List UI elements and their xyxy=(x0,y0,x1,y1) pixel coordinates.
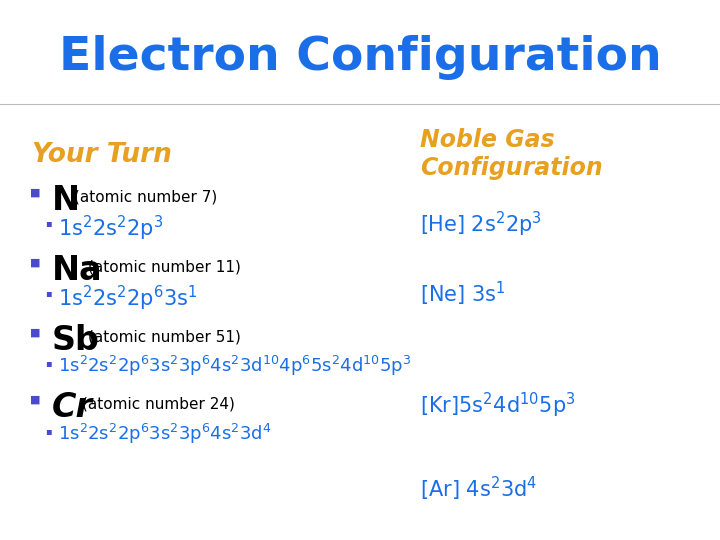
Text: ▪: ▪ xyxy=(45,218,52,228)
Text: Na: Na xyxy=(52,254,103,287)
Text: (atomic number 51): (atomic number 51) xyxy=(88,330,241,345)
Text: $\mathregular{[He]\ 2s^{2}2p^{3}}$: $\mathregular{[He]\ 2s^{2}2p^{3}}$ xyxy=(420,210,542,239)
Text: $\mathregular{[Ne]\ 3s^{1}}$: $\mathregular{[Ne]\ 3s^{1}}$ xyxy=(420,280,505,308)
Text: ■: ■ xyxy=(30,258,40,268)
Text: ▪: ▪ xyxy=(45,288,52,298)
Text: ■: ■ xyxy=(30,328,40,338)
Text: $\mathregular{1s^{2}2s^{2}2p^{6}3s^{2}3p^{6}4s^{2}3d^{10}4p^{6}5s^{2}4d^{10}5p^{: $\mathregular{1s^{2}2s^{2}2p^{6}3s^{2}3p… xyxy=(58,354,412,378)
Text: N: N xyxy=(52,184,80,217)
Text: Sb: Sb xyxy=(52,324,100,357)
Text: (atomic number 7): (atomic number 7) xyxy=(74,190,217,205)
Text: $\mathregular{[Kr]5s^{2}4d^{10}5p^{3}}$: $\mathregular{[Kr]5s^{2}4d^{10}5p^{3}}$ xyxy=(420,391,575,420)
Text: (atomic number 24): (atomic number 24) xyxy=(82,397,235,412)
Text: Electron Configuration: Electron Configuration xyxy=(58,36,662,80)
Text: ■: ■ xyxy=(30,188,40,198)
Text: ▪: ▪ xyxy=(45,358,52,368)
Text: Cr: Cr xyxy=(52,391,93,424)
Text: $\mathregular{1s^{2}2s^{2}2p^{6}3s^{2}3p^{6}4s^{2}3d^{4}}$: $\mathregular{1s^{2}2s^{2}2p^{6}3s^{2}3p… xyxy=(58,422,271,446)
Text: (atomic number 11): (atomic number 11) xyxy=(88,260,241,275)
Text: ▪: ▪ xyxy=(45,426,52,436)
Text: $\mathregular{1s^{2}2s^{2}2p^{6}3s^{1}}$: $\mathregular{1s^{2}2s^{2}2p^{6}3s^{1}}$ xyxy=(58,284,197,313)
Text: Your Turn: Your Turn xyxy=(32,142,172,168)
Text: Configuration: Configuration xyxy=(420,156,603,180)
Text: Noble Gas: Noble Gas xyxy=(420,128,554,152)
Text: ■: ■ xyxy=(30,395,40,405)
Text: $\mathregular{[Ar]\ 4s^{2}3d^{4}}$: $\mathregular{[Ar]\ 4s^{2}3d^{4}}$ xyxy=(420,475,537,503)
Text: $\mathregular{1s^{2}2s^{2}2p^{3}}$: $\mathregular{1s^{2}2s^{2}2p^{3}}$ xyxy=(58,214,163,243)
